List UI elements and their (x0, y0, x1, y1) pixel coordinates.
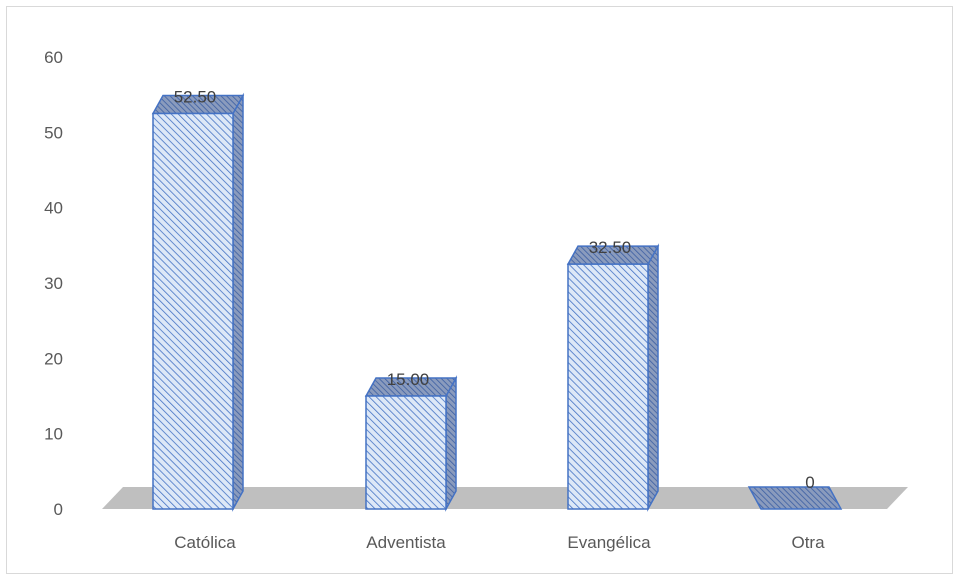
category-label: Adventista (366, 533, 446, 552)
category-label: Católica (174, 533, 236, 552)
data-label: 52.50 (174, 88, 217, 107)
bar-front-face (152, 112, 234, 510)
bar (747, 486, 843, 510)
y-tick-label: 50 (44, 123, 63, 142)
bar-flat-face (747, 486, 843, 510)
bar-side-face (647, 243, 659, 512)
bar (364, 375, 458, 512)
data-label: 0 (805, 473, 814, 492)
bar (566, 243, 660, 512)
bar-front-face (567, 263, 649, 510)
bar-front-face (365, 395, 447, 510)
bar-side-face (445, 375, 457, 512)
bar (151, 92, 245, 512)
y-tick-label: 20 (44, 349, 63, 368)
chart-floor (102, 487, 908, 509)
category-label: Evangélica (567, 533, 651, 552)
y-tick-label: 30 (44, 274, 63, 293)
y-tick-label: 40 (44, 199, 63, 218)
data-label: 15.00 (387, 370, 430, 389)
data-label: 32.50 (589, 238, 632, 257)
bar-side-face (232, 92, 244, 512)
y-tick-label: 0 (54, 500, 63, 519)
y-tick-label: 10 (44, 425, 63, 444)
y-tick-label: 60 (44, 48, 63, 67)
category-label: Otra (791, 533, 825, 552)
